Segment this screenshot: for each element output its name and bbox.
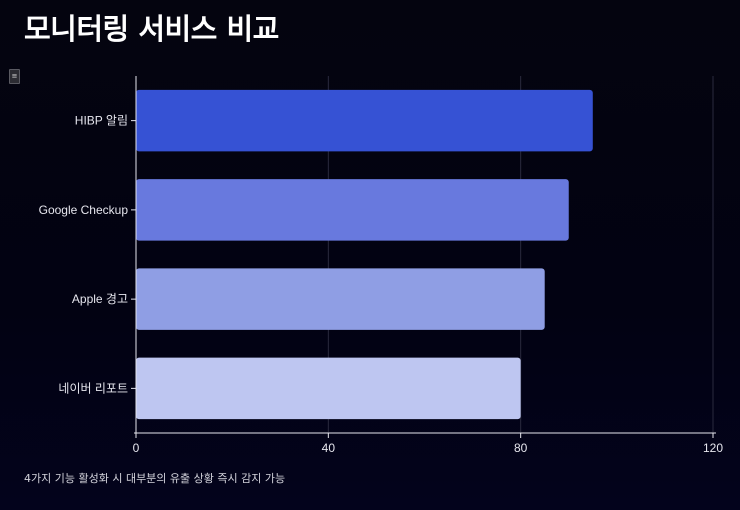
bar[interactable] — [136, 89, 593, 152]
x-tick-label: 80 — [514, 441, 528, 455]
y-tick-label: HIBP 알림 — [75, 114, 128, 128]
bar[interactable] — [136, 268, 545, 330]
chart-title: 모니터링 서비스 비교 — [24, 12, 279, 46]
axes — [131, 76, 716, 438]
y-tick-label: Google Checkup — [39, 203, 129, 217]
chart-menu-button[interactable]: ≡ — [9, 69, 20, 84]
bar[interactable] — [136, 357, 521, 420]
y-tick-label: Apple 경고 — [72, 292, 128, 306]
hamburger-menu-icon: ≡ — [11, 72, 18, 80]
x-tick-label: 40 — [322, 441, 336, 455]
chart-footnote: 4가지 기능 활성화 시 대부분의 유출 상황 즉시 감지 가능 — [24, 472, 286, 485]
bars — [136, 89, 593, 420]
y-tick-label: 네이버 리포트 — [58, 381, 128, 395]
bar[interactable] — [136, 179, 569, 241]
x-tick-label: 120 — [703, 441, 723, 455]
x-tick-label: 0 — [133, 441, 140, 455]
